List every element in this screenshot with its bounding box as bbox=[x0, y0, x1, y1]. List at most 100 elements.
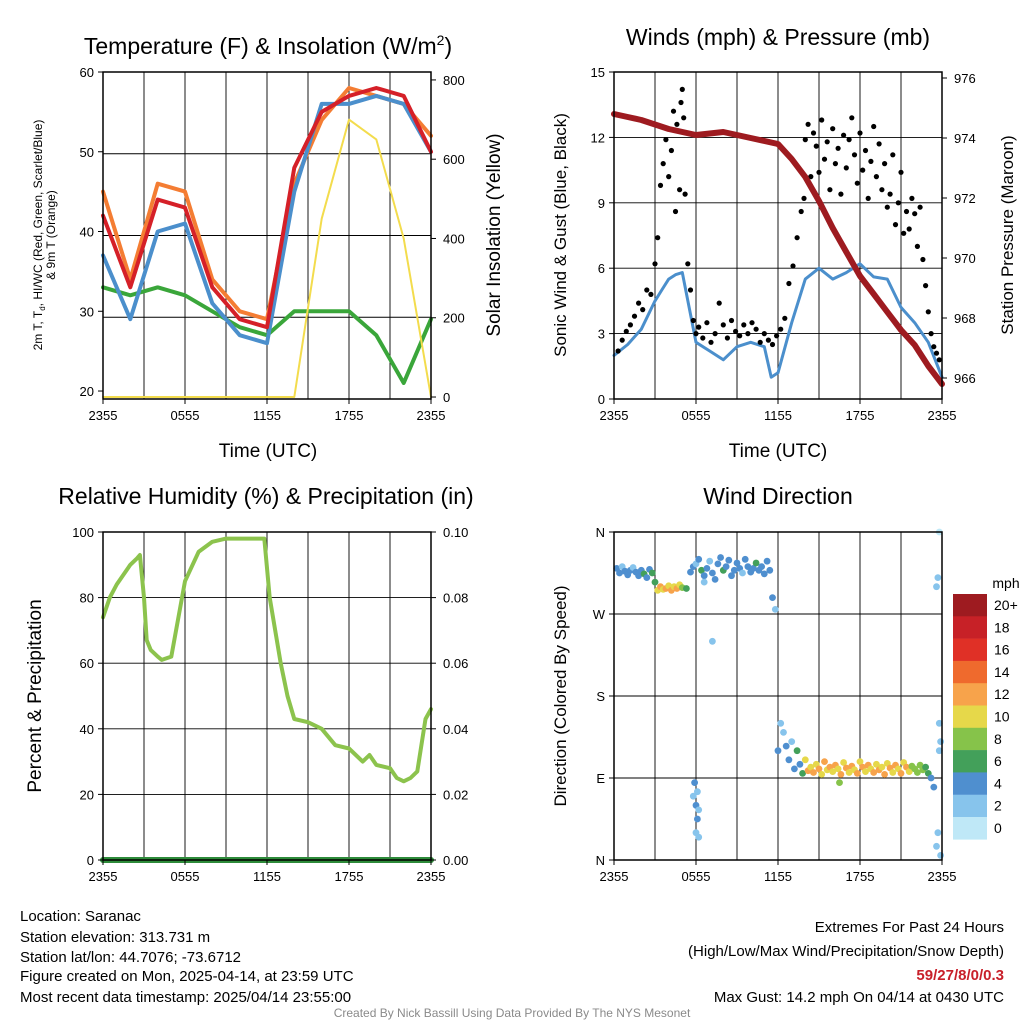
gust-point bbox=[757, 339, 763, 345]
series-line-hi-wc bbox=[103, 96, 431, 343]
direction-point bbox=[741, 555, 749, 563]
direction-point bbox=[937, 852, 944, 859]
humidity-title: Relative Humidity (%) & Precipitation (i… bbox=[58, 483, 473, 509]
gust-point bbox=[778, 326, 784, 332]
gust-point bbox=[679, 86, 685, 92]
y-tick-label: 40 bbox=[80, 225, 94, 240]
legend-label: 14 bbox=[994, 664, 1010, 680]
gust-point bbox=[765, 337, 772, 343]
gust-point bbox=[769, 341, 776, 348]
gust-point bbox=[666, 174, 672, 180]
y-tick-label: 20 bbox=[80, 384, 94, 399]
gust-point bbox=[860, 167, 866, 173]
direction-point bbox=[694, 788, 701, 796]
gust-point bbox=[655, 235, 661, 241]
direction-panel: Wind Direction 2355 0555 1155 1755 2355NESWN… bbox=[551, 483, 1020, 884]
gust-point bbox=[901, 230, 907, 236]
max-gust: Max Gust: 14.2 mph On 04/14 at 0430 UTC bbox=[713, 989, 1004, 1006]
direction-point bbox=[845, 769, 853, 776]
x-tick-label: 2355 bbox=[89, 408, 118, 423]
direction-point bbox=[782, 742, 790, 750]
gust-point bbox=[682, 191, 688, 197]
gust-point bbox=[674, 121, 680, 127]
gust-point bbox=[906, 226, 912, 232]
speed-legend: 20+ 18 16 14 12 10 8 6 4 2 0 bbox=[953, 594, 1018, 840]
humidity-y-label: Percent & Precipitation bbox=[25, 599, 46, 792]
gust-point bbox=[745, 331, 751, 337]
gust-point bbox=[761, 331, 767, 337]
legend-label: 8 bbox=[994, 731, 1002, 747]
gust-point bbox=[933, 350, 940, 356]
gust-point bbox=[716, 300, 722, 306]
gust-point bbox=[808, 174, 814, 180]
temperature-y-label-line2: & 9m T (Orange) bbox=[44, 190, 58, 280]
direction-point bbox=[766, 566, 774, 574]
direction-point bbox=[836, 779, 843, 786]
direction-point bbox=[922, 763, 929, 771]
direction-point bbox=[714, 560, 722, 568]
direction-point bbox=[730, 566, 738, 574]
gust-point bbox=[917, 204, 923, 210]
temperature-title: Temperature (F) & Insolation (W/m2) bbox=[84, 32, 452, 59]
gust-point bbox=[663, 137, 669, 143]
y2-tick-label: 0 bbox=[443, 390, 450, 405]
direction-point bbox=[706, 557, 714, 565]
credit-line: Created By Nick Bassill Using Data Provi… bbox=[333, 1006, 691, 1020]
direction-tick-label: N bbox=[596, 525, 605, 540]
y2-tick-label: 400 bbox=[443, 231, 465, 246]
x-tick-label: 1155 bbox=[764, 408, 792, 423]
y-tick-label: 40 bbox=[80, 722, 94, 737]
gust-point bbox=[737, 333, 743, 339]
direction-point bbox=[711, 576, 719, 583]
gust-point bbox=[887, 191, 893, 197]
gust-point bbox=[884, 204, 890, 210]
gust-point bbox=[846, 137, 852, 143]
direction-point bbox=[700, 572, 708, 580]
gust-point bbox=[838, 191, 844, 197]
gust-point bbox=[805, 121, 811, 127]
gust-point bbox=[868, 158, 874, 164]
gust-point bbox=[794, 235, 800, 241]
x-tick-label: 1755 bbox=[846, 408, 875, 423]
direction-point bbox=[758, 563, 765, 570]
direction-point bbox=[698, 566, 705, 574]
direction-point bbox=[930, 783, 938, 791]
temperature-y-label: 2m T, Td, HI/WC (Red, Green, Scarlet/Blu… bbox=[31, 120, 47, 351]
solar-y-label: Solar Insolation (Yellow) bbox=[484, 133, 505, 336]
direction-tick-label: S bbox=[596, 689, 605, 704]
direction-point bbox=[881, 771, 888, 778]
direction-point bbox=[780, 729, 787, 736]
y-tick-label: 0 bbox=[87, 853, 94, 868]
x-tick-label: 2355 bbox=[89, 869, 118, 884]
gust-point bbox=[873, 174, 880, 180]
direction-point bbox=[873, 760, 880, 768]
x-tick-label: 1755 bbox=[335, 869, 364, 884]
direction-point bbox=[934, 574, 942, 581]
gust-point bbox=[890, 152, 896, 158]
x-tick-label: 0555 bbox=[682, 408, 711, 423]
direction-point bbox=[837, 771, 845, 778]
gust-point bbox=[832, 161, 839, 167]
direction-tick-label: W bbox=[593, 607, 606, 622]
direction-point bbox=[897, 770, 905, 777]
legend-swatch bbox=[953, 660, 987, 684]
gust-point bbox=[696, 324, 702, 330]
gust-point bbox=[693, 331, 699, 337]
direction-tick-label: E bbox=[596, 771, 605, 786]
gust-point bbox=[753, 326, 759, 332]
gust-point bbox=[677, 187, 683, 193]
footer-location: Location: Saranac bbox=[20, 908, 141, 925]
wind-title: Winds (mph) & Pressure (mb) bbox=[626, 24, 930, 50]
x-tick-label: 2355 bbox=[600, 408, 629, 423]
y2-tick-label: 970 bbox=[954, 251, 976, 266]
gust-point bbox=[668, 147, 675, 154]
gust-point bbox=[685, 261, 691, 267]
footer-recent: Most recent data timestamp: 2025/04/14 2… bbox=[20, 989, 352, 1006]
extremes-description: (High/Low/Max Wind/Precipitation/Snow De… bbox=[688, 943, 1004, 960]
x-tick-label: 0555 bbox=[682, 869, 711, 884]
direction-point bbox=[752, 559, 760, 567]
gust-point bbox=[672, 208, 679, 215]
gust-point bbox=[790, 263, 796, 269]
gust-point bbox=[854, 180, 860, 186]
